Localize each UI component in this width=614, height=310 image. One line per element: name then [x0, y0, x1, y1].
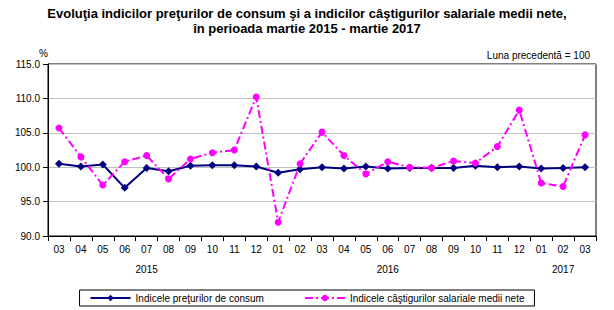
- svg-text:11: 11: [492, 244, 503, 255]
- svg-text:08: 08: [163, 244, 175, 255]
- svg-text:în perioada martie 2015 - mart: în perioada martie 2015 - martie 2017: [192, 21, 421, 36]
- svg-text:03: 03: [53, 244, 65, 255]
- svg-text:115.0: 115.0: [16, 59, 41, 70]
- svg-text:05: 05: [360, 244, 372, 255]
- svg-text:100.0: 100.0: [15, 162, 40, 173]
- svg-text:90.0: 90.0: [21, 231, 41, 242]
- svg-text:06: 06: [382, 244, 394, 255]
- svg-text:01: 01: [273, 244, 285, 255]
- svg-text:Indicele câştigurilor salarial: Indicele câştigurilor salariale medii ne…: [350, 293, 525, 304]
- svg-text:03: 03: [316, 244, 328, 255]
- svg-text:10: 10: [207, 244, 219, 255]
- svg-text:05: 05: [97, 244, 109, 255]
- svg-text:10: 10: [470, 244, 482, 255]
- svg-text:02: 02: [558, 244, 570, 255]
- svg-text:11: 11: [229, 244, 240, 255]
- svg-text:04: 04: [75, 244, 87, 255]
- svg-text:105.0: 105.0: [15, 127, 40, 138]
- svg-text:07: 07: [404, 244, 416, 255]
- svg-text:09: 09: [185, 244, 197, 255]
- svg-text:08: 08: [426, 244, 438, 255]
- svg-text:01: 01: [536, 244, 548, 255]
- svg-text:Evoluţia indicilor preţurilor: Evoluţia indicilor preţurilor de consum …: [47, 6, 566, 21]
- svg-text:07: 07: [141, 244, 153, 255]
- svg-text:95.0: 95.0: [21, 196, 41, 207]
- svg-text:03: 03: [579, 244, 591, 255]
- svg-text:12: 12: [251, 244, 263, 255]
- svg-text:09: 09: [448, 244, 460, 255]
- svg-text:110.0: 110.0: [16, 93, 41, 104]
- svg-text:Indicele preţurilor de consum: Indicele preţurilor de consum: [136, 293, 264, 304]
- svg-text:12: 12: [514, 244, 526, 255]
- svg-text:2016: 2016: [377, 264, 400, 275]
- svg-text:Luna precedentă = 100: Luna precedentă = 100: [487, 50, 591, 61]
- svg-text:06: 06: [119, 244, 131, 255]
- svg-text:02: 02: [295, 244, 307, 255]
- svg-text:2015: 2015: [136, 264, 159, 275]
- svg-text:%: %: [39, 48, 48, 59]
- svg-text:04: 04: [338, 244, 350, 255]
- svg-text:2017: 2017: [552, 264, 575, 275]
